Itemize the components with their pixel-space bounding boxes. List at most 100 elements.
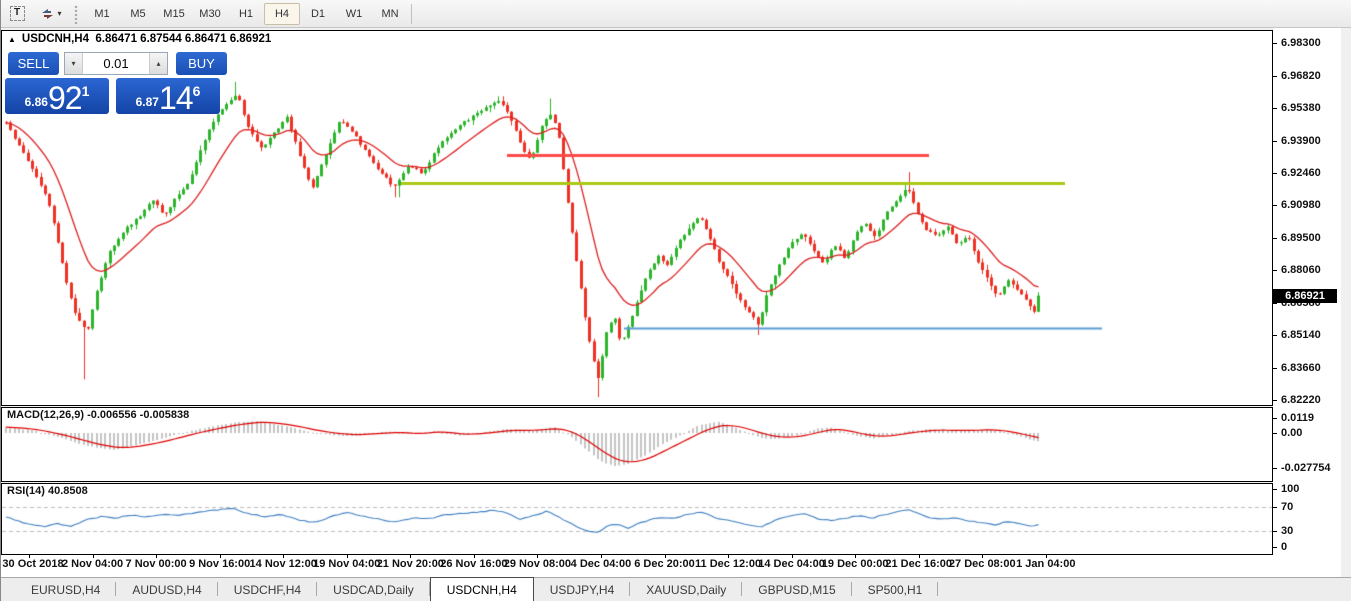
time-axis-tick: [982, 555, 984, 558]
time-axis-tick: [791, 555, 793, 558]
time-axis-tick: [664, 555, 666, 558]
time-axis-label: 21 Nov 20:00: [376, 558, 444, 570]
time-axis-label: 9 Nov 16:00: [189, 558, 251, 570]
rsi-axis-label: 30: [1273, 524, 1293, 538]
volume-decrease-button[interactable]: ▾: [65, 52, 83, 74]
chart-toolbar: T ▾ M1 M5 M15 M30 H1 H4 D1 W1 MN: [1, 0, 1351, 28]
buy-price-point: 6: [192, 83, 201, 99]
chart-tab-usdchf[interactable]: USDCHF,H4: [218, 578, 318, 601]
rsi-label: RSI(14) 40.8508: [7, 485, 88, 497]
timeframe-button-mn[interactable]: MN: [381, 7, 399, 20]
time-axis-tick: [1045, 555, 1047, 558]
chart-tab-gbpusd[interactable]: GBPUSD,M15: [742, 578, 852, 601]
price-axis: 6.98300 6.96820 6.95380 6.93900 6.92460 6.909…: [1273, 28, 1341, 577]
price-axis-label: 6.90980: [1273, 198, 1321, 212]
arrows-icon: [42, 8, 54, 19]
time-axis-tick: [92, 555, 94, 558]
chart-tab-bar: EURUSD,H4 AUDUSD,H4 USDCHF,H4 USDCAD,Daily U…: [1, 577, 1351, 601]
chart-tab-sp500[interactable]: SP500,H1: [852, 578, 939, 601]
buy-price-pips: 14: [158, 80, 194, 116]
macd-canvas[interactable]: [2, 408, 1272, 481]
time-axis-label: 27 Dec 08:00: [948, 558, 1016, 570]
time-axis-label: 21 Dec 16:00: [885, 558, 953, 570]
timeframe-button-h1[interactable]: H1: [238, 7, 254, 20]
sell-price-box[interactable]: 6.86 92 1: [5, 78, 109, 114]
time-axis-label: 30 Oct 2018: [2, 558, 64, 570]
time-axis-label: 7 Nov 00:00: [125, 558, 187, 570]
time-axis-label: 2 Nov 04:00: [61, 558, 124, 570]
rsi-canvas[interactable]: [2, 484, 1272, 554]
timeframe-button-m5[interactable]: M5: [130, 7, 146, 20]
toolbar-grip: [73, 3, 80, 24]
price-axis-label: 6.82220: [1273, 393, 1321, 407]
price-axis-label: 6.89500: [1273, 231, 1321, 245]
time-axis-tick: [473, 555, 475, 558]
time-axis-label: 14 Dec 04:00: [758, 558, 825, 570]
window-right-edge: [1341, 28, 1351, 577]
buy-button[interactable]: BUY: [176, 51, 227, 75]
sell-price-pips: 92: [47, 80, 83, 116]
rsi-panel[interactable]: RSI(14) 40.8508: [1, 483, 1273, 555]
rsi-axis-label: 70: [1273, 500, 1293, 514]
time-axis-label: 19 Nov 04:00: [313, 558, 381, 570]
volume-increase-button[interactable]: ▴: [149, 52, 167, 74]
volume-stepper: ▾ 0.01 ▴: [64, 51, 168, 75]
chart-tab-usdjpy[interactable]: USDJPY,H4: [534, 578, 631, 601]
time-axis-label: 26 Nov 16:00: [440, 558, 508, 570]
time-axis-label: 6 Dec 20:00: [634, 558, 695, 570]
sell-button[interactable]: SELL: [8, 51, 59, 75]
time-axis-label: 1 Jan 04:00: [1016, 558, 1076, 570]
time-axis-tick: [219, 555, 221, 558]
time-axis-label: 11 Dec 12:00: [695, 558, 762, 570]
chart-tab-eurusd[interactable]: EURUSD,H4: [15, 578, 117, 601]
timeframe-button-m30[interactable]: M30: [199, 7, 221, 20]
price-axis-label: 6.85140: [1273, 328, 1321, 342]
time-axis-tick: [283, 555, 285, 558]
buy-price-box[interactable]: 6.87 14 6: [116, 78, 220, 114]
rsi-axis-label: 0: [1273, 540, 1287, 554]
timeframe-button-m15[interactable]: M15: [163, 7, 185, 20]
timeframe-button-w1[interactable]: W1: [345, 7, 363, 20]
collapse-panel-icon[interactable]: ▲: [8, 34, 16, 44]
time-axis-label: 14 Nov 12:00: [249, 558, 317, 570]
timeframe-button-d1[interactable]: D1: [310, 7, 326, 20]
timeframe-button-h4[interactable]: H4: [264, 2, 300, 25]
chart-tab-usdcnh[interactable]: USDCNH,H4: [429, 577, 534, 601]
macd-axis-label: 0.00: [1273, 426, 1302, 440]
time-axis-tick: [918, 555, 920, 558]
chart-tab-usdcad[interactable]: USDCAD,Daily: [317, 578, 430, 601]
time-axis-tick: [855, 555, 857, 558]
time-axis-tick: [346, 555, 348, 558]
sell-price-point: 1: [81, 83, 90, 99]
time-axis-tick: [537, 555, 539, 558]
macd-label: MACD(12,26,9) -0.006556 -0.005838: [7, 409, 190, 421]
sell-price-prefix: 6.86: [24, 95, 48, 109]
price-axis-label: 6.92460: [1273, 166, 1321, 180]
chart-tab-audusd[interactable]: AUDUSD,H4: [116, 578, 219, 601]
timeframe-toolbar: M1 M5 M15 M30 H1 H4 D1 W1 MN: [84, 2, 408, 25]
time-axis-tick: [728, 555, 730, 558]
time-axis-tick: [600, 555, 602, 558]
current-price-tag: 6.86921: [1273, 289, 1337, 303]
main-chart-panel[interactable]: ▲ USDCNH,H4 6.86471 6.87544 6.86471 6.86…: [1, 30, 1273, 406]
rsi-axis-label: 100: [1273, 482, 1299, 496]
time-axis-tick: [29, 555, 30, 558]
one-click-trading-panel: SELL ▾ 0.01 ▴ BUY 6.86 92 1 6.87 14 6: [5, 51, 227, 114]
time-axis-tick: [410, 555, 412, 558]
text-label-tool-button[interactable]: T: [4, 2, 30, 25]
time-axis-label: 4 Dec 04:00: [570, 558, 632, 570]
time-axis-tick: [156, 555, 158, 558]
chart-tab-xauusd[interactable]: XAUUSD,Daily: [630, 578, 743, 601]
triangle-up-icon: ▴: [156, 58, 161, 68]
macd-panel[interactable]: MACD(12,26,9) -0.006556 -0.005838: [1, 407, 1273, 482]
timeframe-button-m1[interactable]: M1: [94, 7, 110, 20]
macd-axis-label: -0.027754: [1273, 461, 1331, 475]
triangle-down-icon: ▾: [71, 58, 76, 68]
arrows-tool-button[interactable]: ▾: [33, 2, 69, 25]
price-axis-label: 6.96820: [1273, 69, 1321, 83]
volume-input[interactable]: 0.01: [103, 55, 129, 71]
price-axis-label: 6.83660: [1273, 361, 1321, 375]
time-axis: 30 Oct 2018 2 Nov 04:00 7 Nov 00:00 9 Nov 1…: [1, 555, 1273, 577]
chevron-down-icon: ▾: [57, 9, 62, 18]
